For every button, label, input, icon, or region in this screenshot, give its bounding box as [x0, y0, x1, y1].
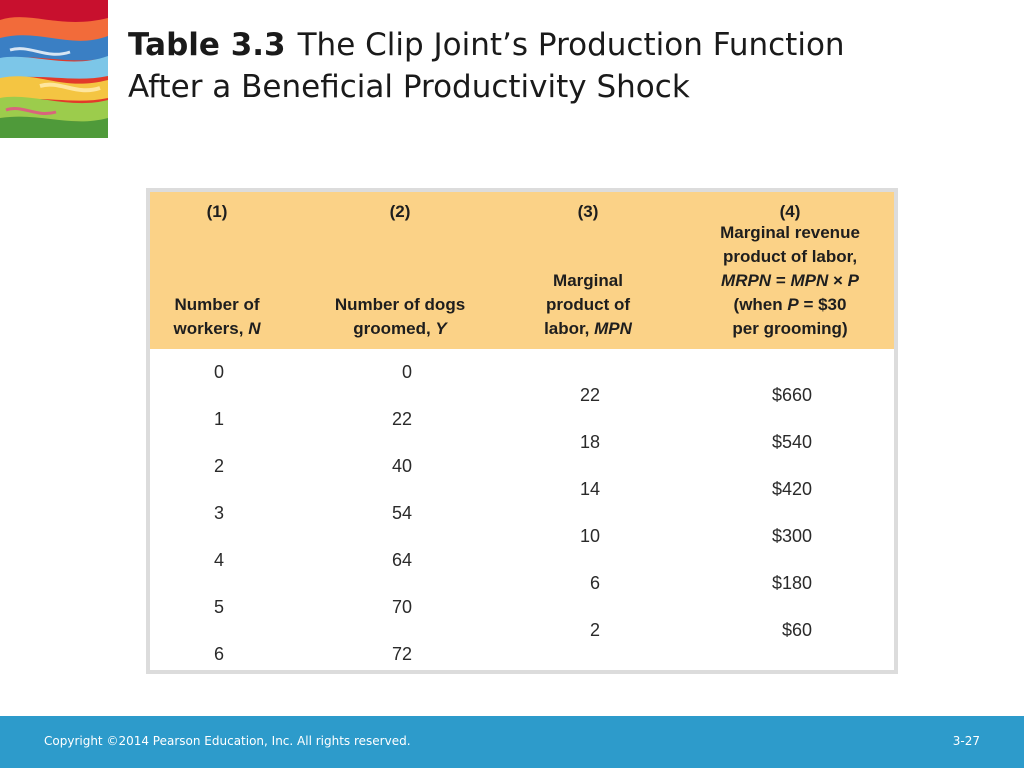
header-col-3-line-1: Marginal	[553, 271, 623, 290]
dogs-groomed-cell: 40	[391, 456, 412, 476]
title-line-1: Table 3.3 The Clip Joint’s Production Fun…	[128, 24, 1008, 66]
header-col-4-price: = $30	[798, 295, 847, 314]
header-col-2-line-2: groomed, Y	[310, 317, 490, 341]
header-col-3-line-2: product of	[545, 295, 631, 314]
header-col-1-label: Number of workers, N	[150, 293, 284, 341]
header-col-4-label: Marginal revenue product of labor, MRPN …	[690, 221, 890, 341]
mpn-cell: 6	[589, 573, 600, 593]
table-number: Table 3.3	[128, 27, 286, 63]
mrpn-cell: $420	[771, 479, 812, 499]
dogs-groomed-cell: 0	[401, 362, 412, 382]
mrpn-cell: $60	[781, 620, 812, 640]
header-col-3-var: MPN	[594, 319, 632, 338]
mpn-cell: 22	[579, 385, 600, 405]
header-col-4-line-2: product of labor,	[722, 247, 858, 266]
header-col-4-when: (when	[733, 295, 788, 314]
header-col-3-label: Marginal product of labor, MPN	[520, 269, 656, 341]
workers-cell: 6	[213, 644, 224, 664]
header-col-4: (4) Marginal revenue product of labor, M…	[690, 192, 890, 349]
header-col-2-text: groomed,	[353, 319, 436, 338]
footer-bar: Copyright ©2014 Pearson Education, Inc. …	[0, 716, 1024, 768]
header-col-4-line-5: per grooming)	[732, 319, 848, 338]
table-header: (1) Number of workers, N (2) Number of d…	[150, 192, 894, 349]
header-col-4-line-1: Marginal revenue	[720, 223, 860, 242]
table-body: (1) Number of workers, N (2) Number of d…	[150, 192, 894, 670]
mpn-cell: 2	[589, 620, 600, 640]
production-table: (1) Number of workers, N (2) Number of d…	[146, 188, 898, 674]
header-col-4-eq: =	[771, 271, 791, 290]
mpn-cell: 10	[579, 526, 600, 546]
header-col-2-label: Number of dogs groomed, Y	[310, 293, 490, 341]
header-col-2: (2) Number of dogs groomed, Y	[310, 192, 490, 349]
header-col-4-p2: P	[787, 295, 799, 314]
dogs-groomed-cell: 70	[391, 597, 412, 617]
header-col-3-line-3: labor, MPN	[520, 317, 656, 341]
header-col-2-number: (2)	[389, 202, 411, 221]
copyright-text: Copyright ©2014 Pearson Education, Inc. …	[44, 734, 411, 748]
workers-cell: 4	[213, 550, 224, 570]
slide-title: Table 3.3 The Clip Joint’s Production Fun…	[128, 24, 1008, 108]
header-col-4-line-4: (when P = $30	[690, 293, 890, 317]
page-number: 3-27	[952, 734, 980, 748]
header-col-4-mpn: MPN	[790, 271, 829, 290]
header-col-3-number: (3)	[577, 202, 599, 221]
header-col-4-times: ×	[828, 271, 848, 290]
workers-cell: 2	[213, 456, 224, 476]
header-col-1-var: N	[248, 319, 261, 338]
decorative-painting-image	[0, 0, 108, 138]
title-line-2: After a Beneficial Productivity Shock	[128, 69, 690, 105]
mrpn-cell: $660	[771, 385, 812, 405]
mpn-cell: 18	[579, 432, 600, 452]
title-text-1: The Clip Joint’s Production Function	[297, 27, 845, 63]
dogs-groomed-cell: 54	[391, 503, 412, 523]
header-col-1-text: workers,	[173, 319, 249, 338]
mrpn-cell: $300	[771, 526, 812, 546]
workers-cell: 5	[213, 597, 224, 617]
mpn-cell: 14	[579, 479, 600, 499]
header-col-1-number: (1)	[206, 202, 228, 221]
header-col-1-line-2: workers, N	[150, 317, 284, 341]
dogs-groomed-cell: 64	[391, 550, 412, 570]
header-col-4-p: P	[847, 271, 859, 290]
header-col-4-line-3: MRPN = MPN × P	[690, 269, 890, 293]
dogs-groomed-cell: 72	[391, 644, 412, 664]
header-col-2-var: Y	[435, 319, 447, 338]
mrpn-cell: $180	[771, 573, 812, 593]
dogs-groomed-cell: 22	[391, 409, 412, 429]
header-col-1: (1) Number of workers, N	[150, 192, 284, 349]
workers-cell: 1	[213, 409, 224, 429]
header-col-4-number: (4)	[779, 202, 801, 221]
mrpn-cell: $540	[771, 432, 812, 452]
workers-cell: 3	[213, 503, 224, 523]
header-col-1-line-1: Number of	[174, 295, 260, 314]
header-col-2-line-1: Number of dogs	[334, 295, 466, 314]
header-col-3-text: labor,	[544, 319, 595, 338]
header-col-3: (3) Marginal product of labor, MPN	[520, 192, 656, 349]
workers-cell: 0	[213, 362, 224, 382]
header-col-4-mrpn: MRPN	[721, 271, 772, 290]
